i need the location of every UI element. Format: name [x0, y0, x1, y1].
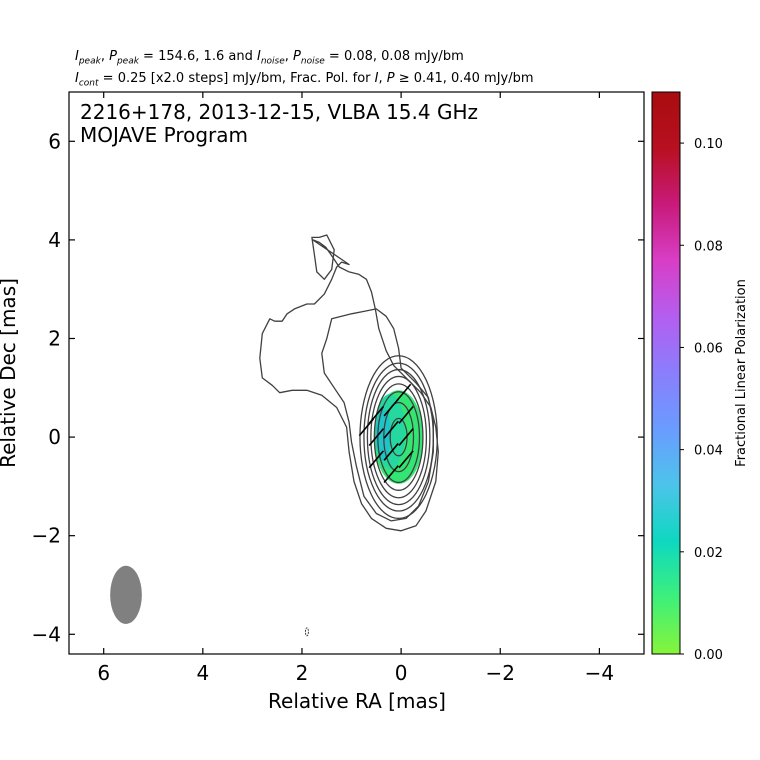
y-tick-label: 0	[48, 425, 61, 449]
polarization-layer	[373, 390, 424, 484]
evpa-layer	[304, 383, 414, 637]
contour-line	[370, 375, 428, 499]
contour-line	[383, 401, 415, 473]
contour-line	[259, 239, 439, 532]
y-tick-label: 4	[48, 228, 61, 252]
contour-line	[359, 355, 438, 520]
header-line-2: Icont = 0.25 [x2.0 steps] mJy/bm, Frac. …	[75, 71, 534, 89]
evpa-tick	[383, 420, 399, 439]
colorbar	[651, 91, 681, 655]
evpa-tick	[383, 465, 399, 484]
evpa-tick	[398, 450, 414, 469]
evpa-tick	[395, 383, 412, 402]
chart-title: 2216+178, 2013-12-15, VLBA 15.4 GHz	[80, 100, 478, 124]
contour-line	[377, 391, 421, 484]
y-tick-label: −4	[32, 622, 61, 646]
evpa-tick	[398, 405, 414, 424]
plot-frame	[68, 91, 645, 655]
x-axis-label: Relative RA [mas]	[268, 689, 446, 713]
colorbar-label: Fractional Linear Polarization	[734, 279, 749, 467]
y-tick-label: −2	[32, 524, 61, 548]
x-tick-label: 0	[395, 661, 408, 685]
colorbar-tick-label: 0.08	[694, 239, 723, 254]
evpa-tick	[383, 442, 399, 461]
evpa-tick	[398, 428, 414, 447]
colorbar-tick-label: 0.00	[694, 648, 723, 663]
y-axis-label: Relative Dec [mas]	[0, 278, 20, 468]
colorbar-tick-label: 0.06	[694, 341, 723, 356]
contour-line	[321, 308, 434, 522]
beam-ellipse	[110, 565, 142, 624]
contour-layer	[259, 234, 439, 532]
colorbar-tick-label: 0.10	[694, 137, 723, 152]
colorbar-ticks: 0.00 0.02 0.04 0.06 0.08 0.10	[680, 137, 723, 663]
header-line-1: Ipeak, Ppeak = 154.6, 1.6 and Inoise, Pn…	[75, 49, 464, 67]
contour-line	[373, 383, 424, 491]
y-tick-label: 6	[48, 129, 61, 153]
contour-line	[311, 234, 335, 280]
x-tick-label: 6	[97, 661, 110, 685]
x-tick-label: −2	[486, 661, 515, 685]
colorbar-tick-label: 0.04	[694, 444, 723, 459]
faint-contour	[304, 627, 309, 637]
x-tick-label: 2	[296, 661, 309, 685]
x-tick-label: −4	[585, 661, 614, 685]
chart-subtitle: MOJAVE Program	[80, 123, 248, 147]
beam-layer	[110, 565, 142, 624]
evpa-tick	[383, 398, 399, 417]
axes-layer: 6 4 2 0 −2 −4 6 4 2 0 −2 −4	[32, 92, 644, 685]
y-tick-label: 2	[48, 326, 61, 350]
colorbar-tick-label: 0.02	[694, 546, 723, 561]
evpa-tick	[368, 428, 385, 447]
evpa-tick	[358, 418, 375, 437]
contour-line	[363, 362, 434, 512]
evpa-tick	[368, 450, 385, 469]
x-tick-label: 4	[196, 661, 209, 685]
contour-line	[366, 368, 431, 506]
